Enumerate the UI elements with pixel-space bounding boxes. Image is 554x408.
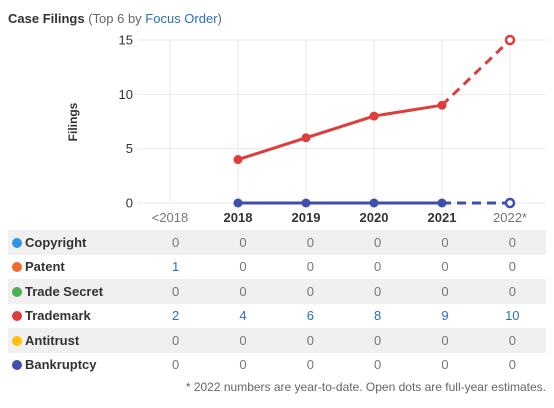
filings-table: Copyright 0 0 0 0 0 0 Patent 1 0 0 0 0 0 Trade Secret 0…	[8, 230, 546, 377]
row-label[interactable]: Trade Secret	[8, 279, 142, 304]
table-cell: 0	[411, 279, 479, 304]
table-cell: 0	[209, 328, 277, 353]
line-chart: 0 5 10 15 Filings <2018 2018 2019 2020 2021 2022*	[66, 33, 546, 225]
table-cell[interactable]: 1	[172, 259, 180, 275]
table-cell[interactable]: 2	[172, 308, 180, 324]
table-cell: 0	[306, 357, 314, 373]
table-cell[interactable]: 9	[441, 308, 449, 324]
table-cell: 0	[239, 357, 247, 373]
y-axis-label: Filings	[66, 102, 80, 141]
trademark-line	[237, 103, 443, 161]
row-label[interactable]: Trademark	[8, 304, 142, 329]
bankruptcy-point	[301, 198, 311, 208]
focus-order-link[interactable]: Focus Order	[145, 11, 218, 26]
series-color-dot-icon	[12, 311, 22, 322]
y-tick-label: 10	[119, 87, 133, 102]
series-name: Patent	[25, 259, 65, 275]
table-cell: 0	[276, 279, 344, 304]
trademark-estimate-line	[440, 38, 512, 107]
table-cell: 0	[343, 328, 412, 353]
x-tick-label: 2018	[224, 210, 253, 225]
series-name: Trademark	[25, 308, 91, 324]
row-label[interactable]: Copyright	[8, 230, 142, 255]
table-cell: 0	[374, 259, 382, 275]
table-cell: 0	[142, 279, 210, 304]
table-cell: 0	[142, 230, 210, 255]
table-row-trademark: Trademark 2 4 6 8 9 10	[8, 304, 546, 329]
trademark-point	[437, 100, 447, 110]
series-color-dot-icon	[12, 360, 22, 371]
table-cell: 0	[142, 328, 210, 353]
table-cell: 0	[343, 230, 412, 255]
table-cell: 0	[441, 357, 449, 373]
series-color-dot-icon	[12, 286, 22, 297]
table-cell: 0	[411, 328, 479, 353]
x-tick-label: 2022*	[493, 210, 527, 225]
row-label[interactable]: Antitrust	[8, 328, 142, 353]
table-cell: 0	[441, 259, 449, 275]
table-row-patent: Patent 1 0 0 0 0 0	[8, 255, 546, 280]
x-tick-label: 2020	[360, 210, 389, 225]
chart-subtitle-prefix: (Top 6 by	[88, 11, 146, 26]
table-cell: 0	[209, 230, 277, 255]
footnote: * 2022 numbers are year-to-date. Open do…	[185, 380, 546, 394]
bankruptcy-estimate-point	[504, 197, 516, 209]
table-cell[interactable]: 6	[306, 308, 314, 324]
trademark-point	[369, 111, 379, 121]
table-cell: 0	[276, 328, 344, 353]
table-cell: 0	[374, 357, 382, 373]
table-row-copyright: Copyright 0 0 0 0 0 0	[8, 230, 546, 255]
trademark-point	[301, 133, 311, 143]
x-tick-label: 2019	[292, 210, 321, 225]
series-color-dot-icon	[12, 335, 22, 346]
bankruptcy-point	[437, 198, 447, 208]
y-tick-label: 5	[126, 141, 133, 156]
trademark-estimate-point	[504, 34, 516, 46]
table-cell[interactable]: 8	[374, 308, 382, 324]
table-row-bankruptcy: Bankruptcy 0 0 0 0 0 0	[8, 353, 546, 378]
bankruptcy-point	[369, 198, 379, 208]
row-label[interactable]: Bankruptcy	[8, 353, 142, 378]
series-name: Bankruptcy	[25, 357, 97, 373]
table-cell[interactable]: 10	[505, 308, 520, 324]
row-label[interactable]: Patent	[8, 255, 142, 280]
series-color-dot-icon	[12, 262, 22, 273]
table-cell: 0	[508, 357, 516, 373]
series-name: Trade Secret	[25, 283, 104, 299]
y-tick-label: 15	[119, 33, 133, 48]
series-name: Copyright	[25, 234, 87, 250]
x-tick-label: 2021	[428, 210, 457, 225]
chart-subtitle-suffix: )	[217, 11, 222, 26]
table-cell: 0	[411, 230, 479, 255]
table-cell: 0	[239, 259, 247, 275]
table-row-antitrust: Antitrust 0 0 0 0 0 0	[8, 328, 546, 353]
table-cell: 0	[209, 279, 277, 304]
chart-title: Case Filings (Top 6 by Focus Order)	[8, 11, 222, 26]
bankruptcy-point	[233, 198, 243, 208]
series-color-dot-icon	[12, 237, 22, 248]
trademark-point	[233, 155, 243, 165]
table-cell: 0	[276, 230, 344, 255]
table-cell: 0	[172, 357, 180, 373]
table-cell: 0	[508, 259, 516, 275]
table-cell: 0	[478, 279, 546, 304]
table-cell: 0	[478, 328, 546, 353]
table-cell[interactable]: 4	[239, 308, 247, 324]
series-name: Antitrust	[25, 332, 80, 348]
table-cell: 0	[343, 279, 412, 304]
table-cell: 0	[478, 230, 546, 255]
table-row-trade-secret: Trade Secret 0 0 0 0 0 0	[8, 279, 546, 304]
chart-title-text: Case Filings	[8, 11, 85, 26]
table-cell: 0	[306, 259, 314, 275]
x-tick-label: <2018	[152, 210, 189, 225]
y-tick-label: 0	[126, 196, 133, 211]
